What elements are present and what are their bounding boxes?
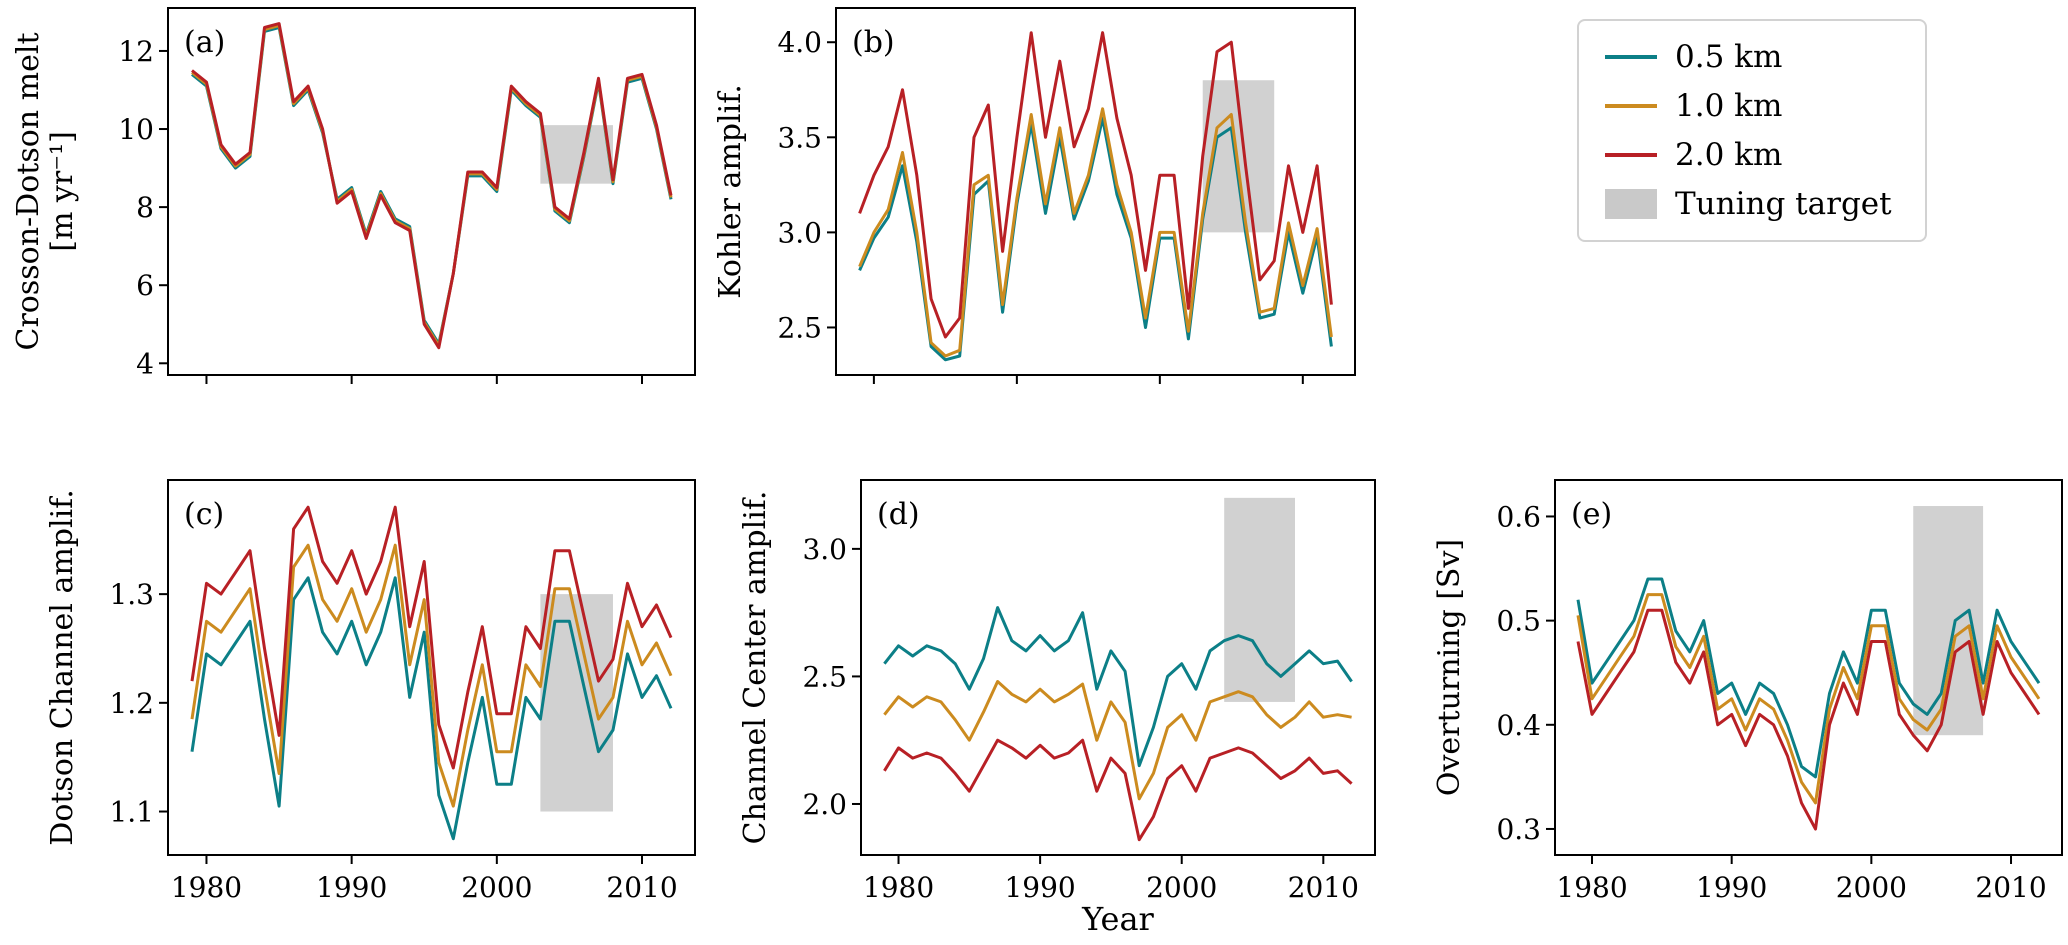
y-tick-label: 4 [136, 347, 154, 380]
panel-e-overturning: 1980 1990 2000 2010 0.3 0.4 0.5 0.6 (e) Overturni… [1419, 470, 2068, 925]
y-tick-label: 1.1 [109, 796, 154, 829]
panel-a-crosson-dotson-melt: 4 6 8 10 12 (a) Crosson-Dotson melt [m yr⁻¹] [8, 0, 705, 393]
axes-frame [860, 479, 1376, 856]
panel-label: (a) [184, 25, 225, 60]
series-line-2.0km [191, 22, 673, 350]
x-tick-label: 2010 [1975, 871, 2046, 904]
axes-frame [1554, 479, 2063, 856]
legend-line-swatch-teal [1605, 55, 1657, 59]
panel-label: (d) [877, 497, 920, 532]
series-line-1.0km [190, 543, 673, 808]
y-tick-label: 12 [118, 35, 154, 68]
series-line-2.0km [858, 31, 1333, 339]
y-tick-label: 2.0 [802, 788, 847, 821]
chart-svg: 2.5 3.0 3.5 4.0 (b) Kohler amplif. [713, 7, 1356, 384]
x-tick-label: 1990 [1696, 871, 1767, 904]
x-tick-label: 2000 [461, 871, 532, 904]
y-axis-label: Overturning [Sv] [1432, 539, 1467, 796]
series-line-1.0km [1576, 593, 2041, 805]
legend-entry-2.0km: 2.0 km [1605, 135, 1899, 175]
y-axis-label: Kohler amplif. [713, 84, 748, 299]
x-tick-label: 2010 [1288, 871, 1359, 904]
y-tick-label: 8 [136, 191, 154, 224]
legend-label: 2.0 km [1675, 137, 1783, 173]
y-tick-label: 0.3 [1496, 813, 1541, 846]
x-tick-label: 1980 [171, 871, 242, 904]
series-line-1.0km [191, 24, 673, 348]
panel-label: (e) [1571, 497, 1612, 532]
axes-frame [167, 479, 696, 856]
chart-svg: 4 6 8 10 12 (a) Crosson-Dotson melt [m yr⁻¹] [11, 7, 696, 384]
x-axis-label: Year [1082, 900, 1154, 938]
x-tick-label: 1980 [863, 871, 934, 904]
panel-c-dotson-channel-amplif: 1980 1990 2000 2010 1.1 1.2 1.3 (c) Dotson Chann… [32, 470, 705, 925]
x-tick-label: 1990 [316, 871, 387, 904]
series-line-0.5km [1576, 577, 2041, 779]
panel-b-kohler-amplif: 2.5 3.0 3.5 4.0 (b) Kohler amplif. [700, 0, 1365, 393]
series-line-1.0km [883, 680, 1352, 801]
y-tick-label: 2.5 [777, 311, 822, 344]
x-tick-label: 1990 [1004, 871, 1075, 904]
series-line-0.5km [191, 26, 673, 346]
y-tick-label: 6 [136, 269, 154, 302]
chart-svg: 1980 1990 2000 2010 0.3 0.4 0.5 0.6 (e) Overturni… [1432, 479, 2063, 904]
y-axis-label: Crosson-Dotson melt [11, 32, 46, 350]
y-tick-label: 4.0 [777, 26, 822, 59]
legend: 0.5 km 1.0 km 2.0 km Tuning target [1577, 19, 1927, 242]
legend-label: 0.5 km [1675, 39, 1783, 75]
x-tick-label: 2000 [1836, 871, 1907, 904]
y-tick-label: 10 [118, 113, 154, 146]
y-tick-label: 1.2 [109, 687, 154, 720]
legend-entry-tuning-target: Tuning target [1605, 184, 1899, 224]
axes-frame [835, 7, 1356, 376]
legend-label: Tuning target [1675, 186, 1892, 222]
y-tick-label: 3.0 [802, 533, 847, 566]
y-tick-label: 3.5 [777, 121, 822, 154]
panel-label: (c) [184, 497, 224, 532]
chart-svg: 1980 1990 2000 2010 2.0 2.5 3.0 (d) Channel Cent… [738, 479, 1376, 904]
y-tick-label: 3.0 [777, 216, 822, 249]
legend-entry-0.5km: 0.5 km [1605, 37, 1899, 77]
y-tick-label: 0.5 [1496, 605, 1541, 638]
series-line-0.5km [883, 606, 1353, 768]
panel-label: (b) [852, 25, 895, 60]
x-tick-label: 2010 [606, 871, 677, 904]
panel-d-channel-center-amplif: 1980 1990 2000 2010 2.0 2.5 3.0 (d) Channel Cent… [725, 470, 1385, 925]
x-tick-label: 1980 [1556, 871, 1627, 904]
legend-line-swatch-red [1605, 153, 1657, 157]
chart-svg: 1980 1990 2000 2010 1.1 1.2 1.3 (c) Dotson Chann… [45, 479, 696, 904]
tuning-target-box [1224, 497, 1295, 702]
series-line-0.5km [190, 576, 673, 841]
legend-line-swatch-orange [1605, 104, 1657, 108]
axes-frame [167, 7, 696, 376]
legend-entry-1.0km: 1.0 km [1605, 86, 1899, 126]
y-tick-label: 2.5 [802, 660, 847, 693]
y-tick-label: 0.4 [1496, 709, 1541, 742]
series-line-1.0km [858, 107, 1333, 358]
series-line-2.0km [190, 505, 673, 770]
tuning-target-box [540, 125, 613, 184]
series-line-2.0km [1576, 608, 2041, 831]
y-axis-label: Dotson Channel amplif. [45, 489, 80, 845]
y-tick-label: 0.6 [1496, 500, 1541, 533]
legend-tuning-swatch [1605, 189, 1657, 219]
series-line-2.0km [883, 738, 1353, 842]
y-axis-label: [m yr⁻¹] [45, 131, 80, 252]
x-tick-label: 2000 [1146, 871, 1217, 904]
y-tick-label: 1.3 [109, 578, 154, 611]
legend-label: 1.0 km [1675, 88, 1783, 124]
y-axis-label: Channel Center amplif. [738, 491, 773, 845]
